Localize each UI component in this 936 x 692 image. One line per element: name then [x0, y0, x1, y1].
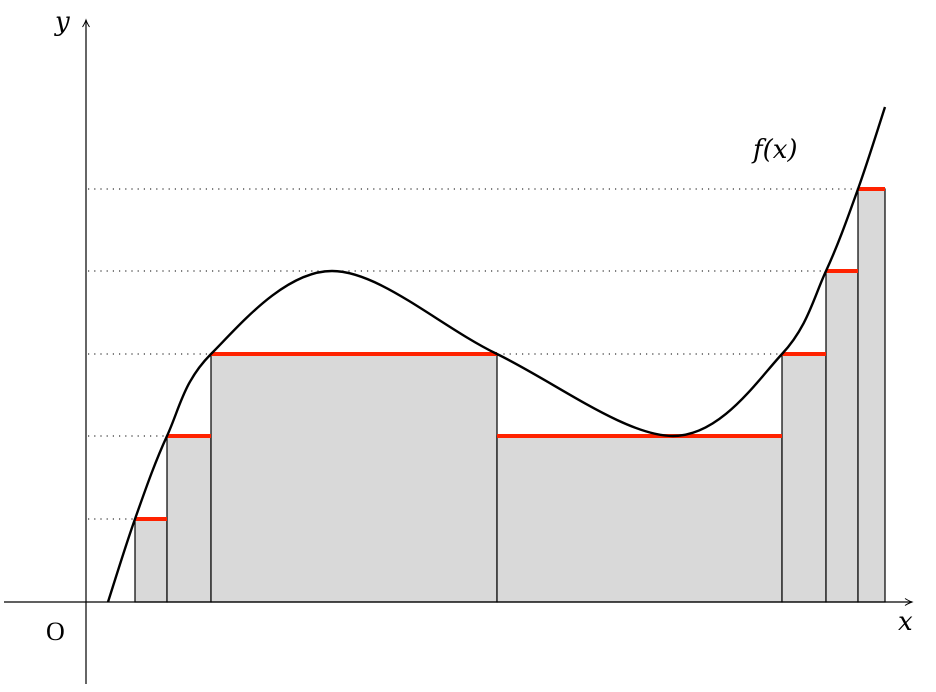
- x-axis-label: x: [898, 607, 913, 637]
- y-axis-label: y: [54, 7, 70, 37]
- bar: [134, 518, 168, 603]
- bar: [166, 435, 212, 603]
- bar: [781, 353, 827, 603]
- bars: [134, 188, 886, 603]
- bar: [825, 270, 859, 603]
- function-curve: [106, 106, 887, 603]
- origin-label: O: [46, 617, 65, 646]
- bar: [210, 353, 498, 603]
- dotted-level-guides: [88, 188, 858, 520]
- bar: [857, 188, 886, 603]
- bar: [496, 435, 783, 603]
- red-level-segments: [135, 187, 885, 521]
- function-label: f(x): [751, 135, 798, 165]
